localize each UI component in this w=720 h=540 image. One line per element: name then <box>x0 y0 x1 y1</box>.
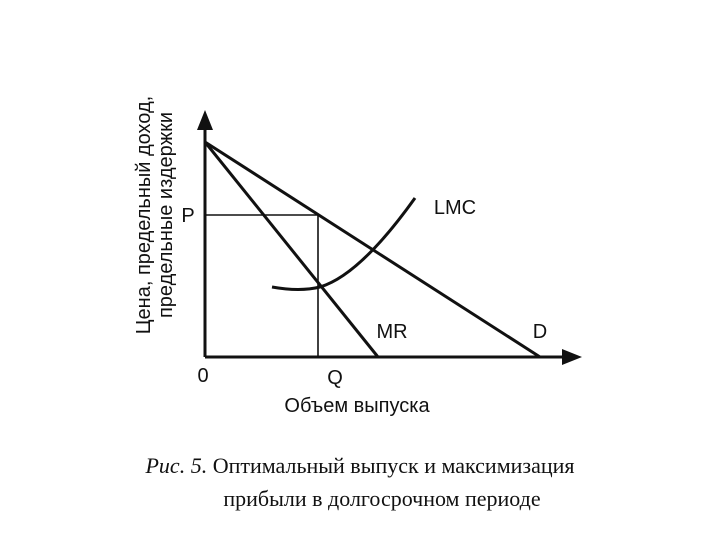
x-axis-arrow <box>562 349 582 365</box>
d-label: D <box>533 321 547 343</box>
figure-number: Рис. 5. <box>144 453 207 478</box>
mr-line <box>203 141 380 358</box>
mr-label: MR <box>376 321 407 343</box>
caption-line: прибыли в долгосрочном периоде <box>223 486 540 511</box>
p-label: P <box>181 205 194 227</box>
caption-text: Оптимальный выпуск и максимизация <box>213 453 575 478</box>
lmc-curve <box>271 197 417 291</box>
y-axis-label: предельные издержки <box>155 112 177 318</box>
caption-line: Рис. 5. Оптимальный выпуск и максимизаци… <box>144 453 574 478</box>
lmc-label: LMC <box>434 197 476 219</box>
x-axis-label: Объем выпуска <box>284 395 430 417</box>
q-label: Q <box>327 367 343 389</box>
y-axis-label: Цена, предельный доход, <box>133 96 155 334</box>
origin-label: 0 <box>197 365 208 387</box>
y-axis-arrow <box>197 110 213 130</box>
